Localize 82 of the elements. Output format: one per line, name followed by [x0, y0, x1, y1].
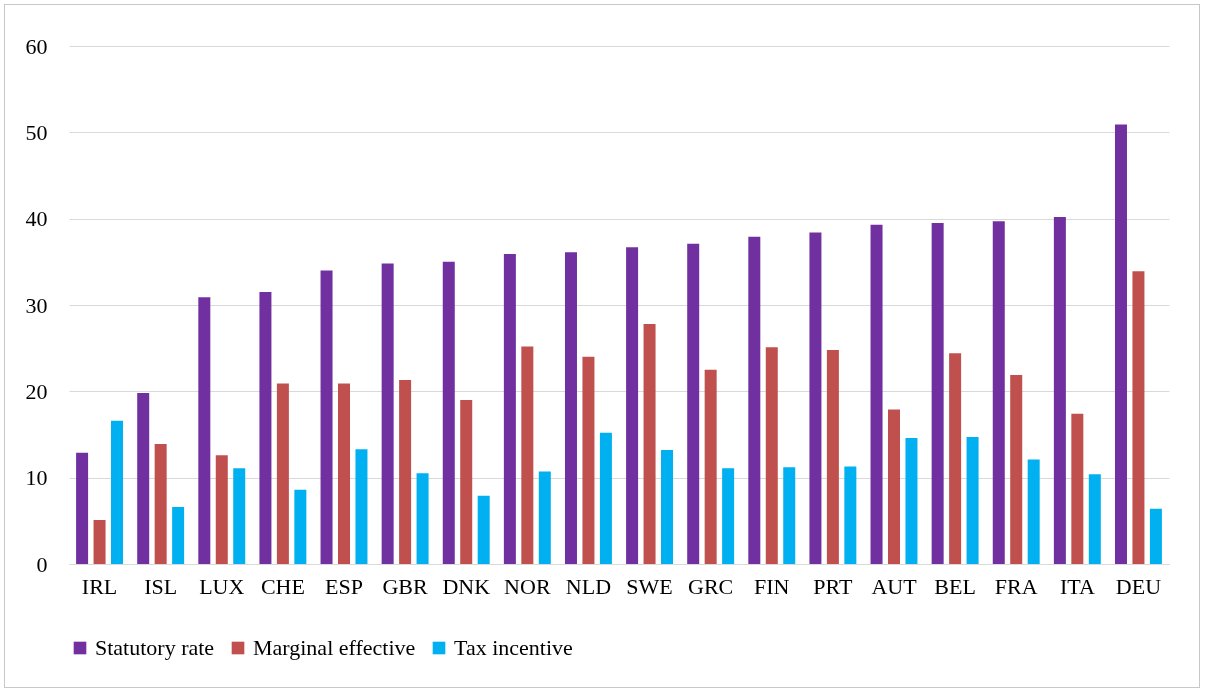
- bar: [381, 263, 394, 564]
- x-tick-label: GRC: [688, 573, 734, 599]
- bar: [826, 349, 839, 564]
- bar: [905, 437, 918, 564]
- bar: [442, 261, 455, 564]
- x-tick-label: FRA: [994, 573, 1038, 599]
- x-tick-label: ISL: [144, 573, 178, 599]
- bar: [931, 222, 944, 564]
- y-tick-label: 10: [25, 465, 48, 491]
- x-tick-label: BEL: [934, 573, 976, 599]
- bar: [416, 473, 429, 564]
- x-tick-label: NOR: [504, 573, 551, 599]
- x-tick-label: NLD: [565, 573, 612, 599]
- bar: [870, 224, 883, 564]
- legend-label: Marginal effective: [253, 635, 416, 660]
- y-tick-label: 40: [25, 206, 48, 232]
- bar: [687, 243, 700, 564]
- x-tick-label: GBR: [382, 573, 429, 599]
- bar: [399, 380, 412, 564]
- bar: [477, 495, 490, 564]
- bar: [355, 449, 368, 564]
- y-tick-label: 0: [36, 551, 48, 577]
- bar: [137, 393, 150, 564]
- bar: [809, 232, 822, 564]
- bar: [276, 383, 289, 564]
- bar: [1132, 271, 1145, 564]
- bar: [1071, 413, 1084, 564]
- bar: [294, 489, 307, 564]
- x-tick-label: DNK: [442, 573, 491, 599]
- y-tick-label: 20: [25, 378, 48, 404]
- bar: [111, 420, 124, 564]
- bar: [704, 369, 717, 564]
- x-tick-label: IRL: [81, 573, 118, 599]
- bar: [172, 507, 185, 564]
- bar: [1027, 459, 1040, 564]
- x-tick-label: CHE: [260, 573, 305, 599]
- bar: [643, 323, 656, 564]
- x-tick-label: FIN: [754, 573, 790, 599]
- bar: [765, 347, 778, 564]
- bar: [1149, 508, 1162, 564]
- bar: [582, 356, 595, 564]
- y-tick-label: 30: [25, 292, 48, 318]
- bar: [1088, 474, 1101, 564]
- bar: [76, 452, 89, 564]
- bar: [748, 236, 761, 564]
- x-tick-label: DEU: [1115, 573, 1162, 599]
- bar: [521, 346, 534, 564]
- bar: [888, 409, 900, 564]
- y-tick-label: 60: [25, 33, 48, 59]
- bar: [564, 252, 577, 564]
- legend-label: Statutory rate: [95, 635, 215, 660]
- bar: [93, 519, 106, 564]
- bar: [460, 399, 473, 564]
- x-tick-label: SWE: [626, 573, 673, 599]
- bar: [966, 437, 979, 564]
- bar: [626, 247, 639, 564]
- bar: [783, 467, 796, 564]
- bar: [259, 292, 272, 564]
- x-tick-label: ESP: [325, 573, 363, 599]
- x-tick-label: ITA: [1059, 573, 1095, 599]
- y-tick-label: 50: [25, 119, 48, 145]
- bar: [233, 468, 246, 564]
- bar: [215, 455, 228, 564]
- bar: [722, 468, 735, 564]
- bar: [1010, 374, 1023, 564]
- x-tick-label: PRT: [813, 573, 853, 599]
- bar: [538, 471, 551, 564]
- bar: [844, 466, 857, 564]
- bar: [949, 353, 962, 564]
- bar: [503, 254, 516, 564]
- bar: [661, 450, 674, 564]
- x-tick-label: AUT: [871, 573, 918, 599]
- bar: [154, 444, 167, 564]
- bar: [599, 432, 612, 564]
- bar: [198, 297, 211, 564]
- bar: [1053, 216, 1066, 564]
- bar: [320, 270, 333, 564]
- legend-label: Tax incentive: [454, 635, 573, 660]
- bar: [992, 221, 1005, 564]
- bar: [338, 383, 350, 564]
- bar: [1114, 124, 1127, 564]
- x-tick-label: LUX: [199, 573, 245, 599]
